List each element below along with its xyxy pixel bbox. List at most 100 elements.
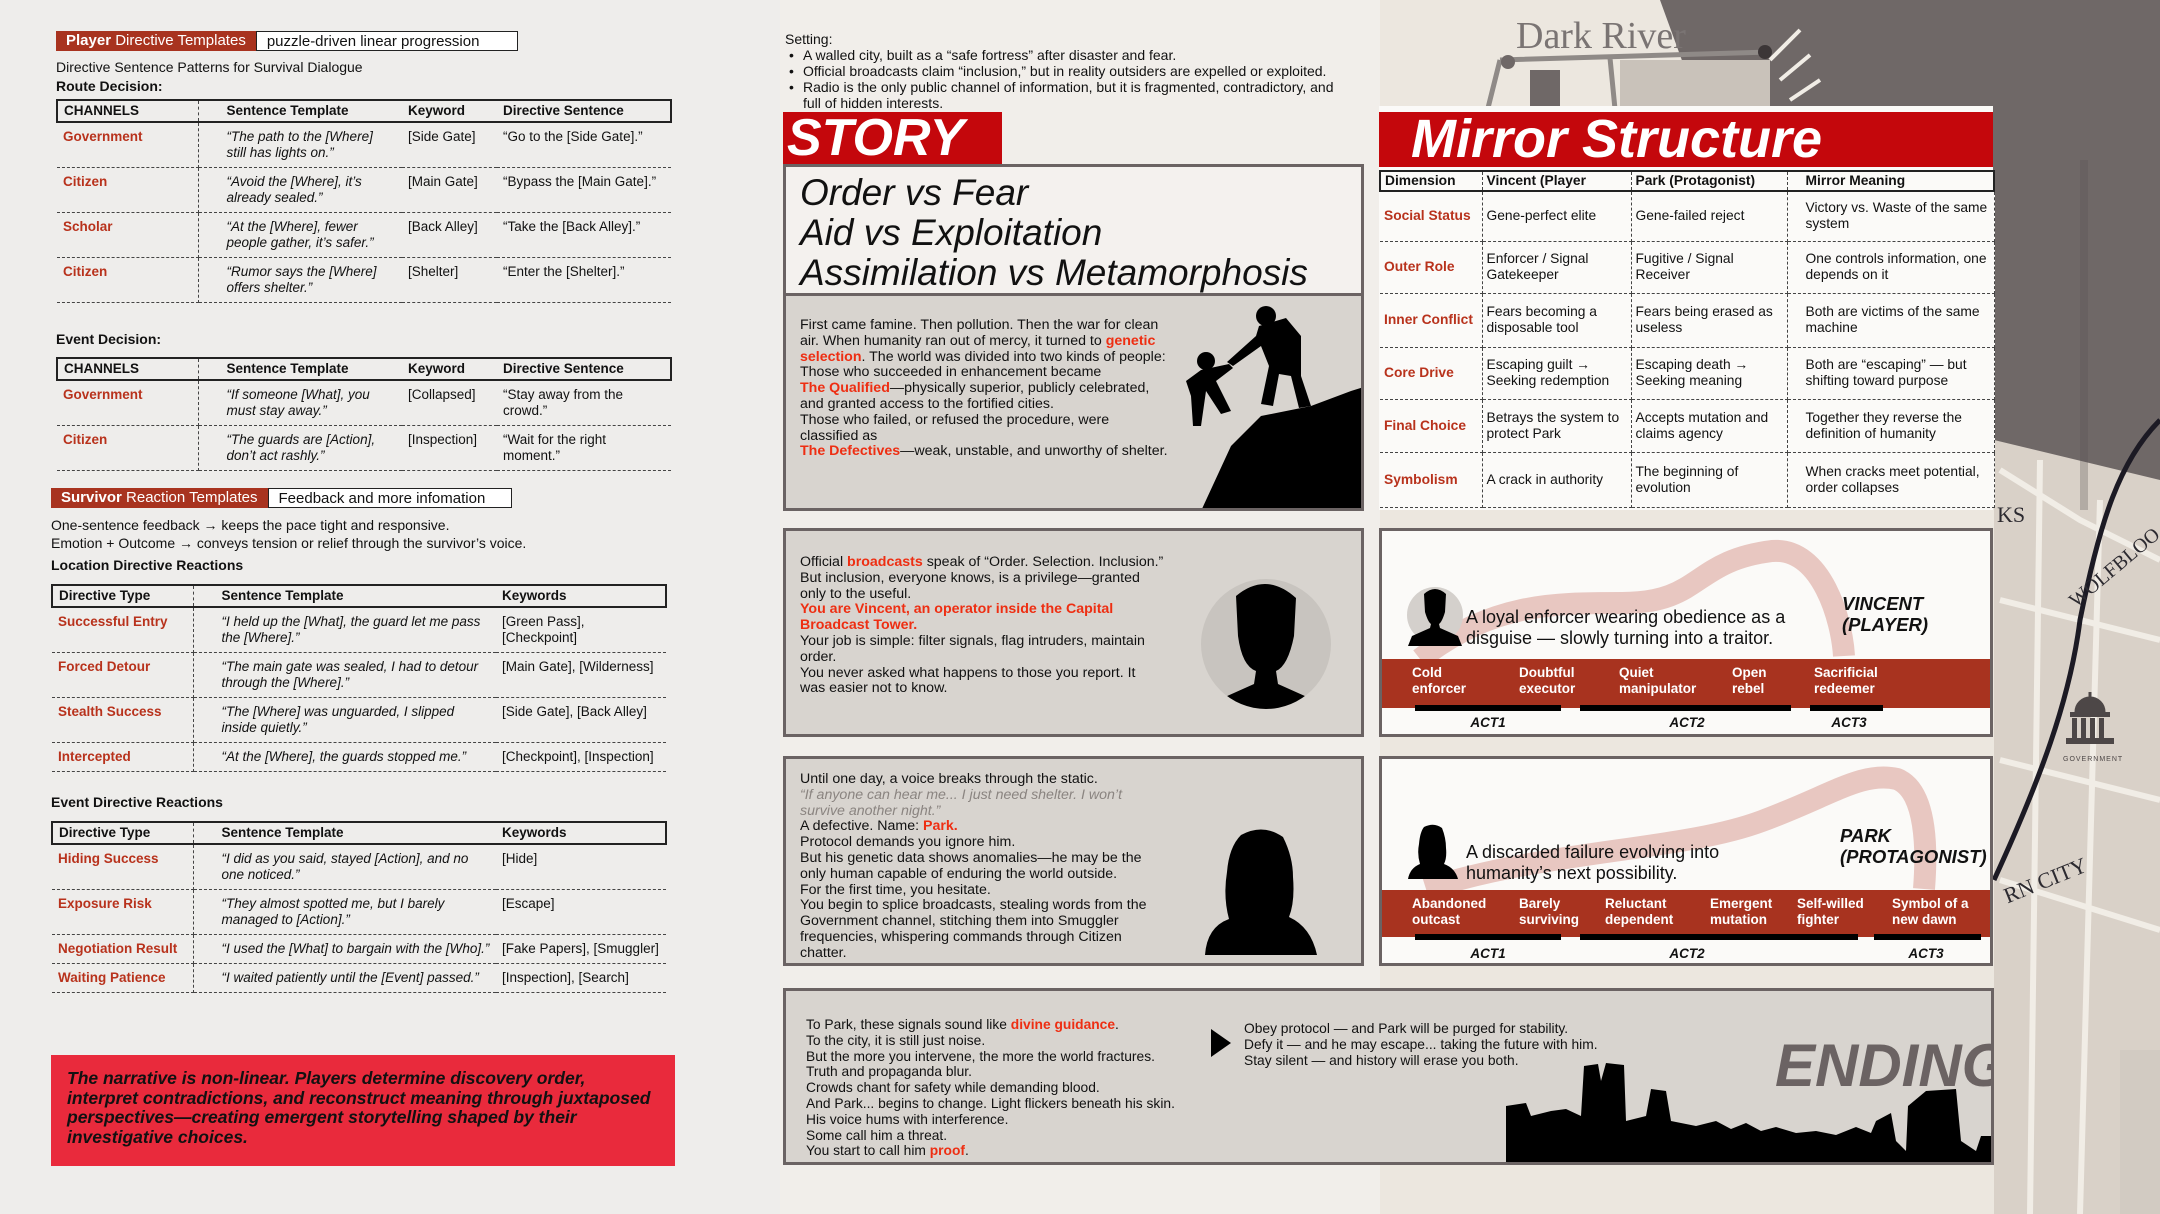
table-header-row: Directive Type Sentence Template Keywords [51,821,667,845]
map-label-government: GOVERNMENT [2063,756,2124,763]
text-line: But the more you intervene, the more the… [806,1049,1175,1065]
act-bar [1580,934,1858,940]
table-row: Forced Detour “The main gate was sealed, … [52,652,666,698]
text-line: For the first time, you hesitate. [800,881,1146,899]
text-line: Your job is simple: filter signals, flag… [800,633,1163,650]
stage-line: Cold [1412,665,1442,680]
park-arc-desc-2: humanity’s next possibility. [1466,863,1678,883]
arc-stage: Quiet manipulator [1619,665,1696,697]
survivor-line-2: Emotion + Outcome → conveys tension or r… [51,535,527,551]
text-line: To Park, these signals sound like divine… [806,1017,1175,1033]
row-label: Exposure Risk [52,889,194,935]
arc-stage: Abandoned outcast [1412,896,1486,928]
arc-stage: Open rebel [1732,665,1767,697]
stage-line: mutation [1710,912,1767,927]
table-cell: When cracks meet potential, order collap… [1787,452,1995,508]
text-line: Truth and propaganda blur. [806,1064,1175,1080]
table-cell: [Fake Papers], [Smuggler] [496,934,666,964]
stage-line: Self-willed [1797,896,1864,911]
table-cell: “At the [Where], the guards stopped me.” [193,742,496,772]
female-silhouette-icon [1408,824,1458,879]
event-decision-label: Event Decision: [56,331,162,347]
table-cell: “The guards are [Action], don’t act rash… [198,425,402,471]
table-row: Hiding Success “I did as you said, stayed… [52,844,666,890]
table-cell: [Inspection], [Search] [496,963,666,993]
header-rest: Directive Templates [111,32,246,49]
stage-line: dependent [1605,912,1674,927]
table-row: Citizen “Rumor says the [Where] offers sh… [57,257,671,303]
event-reactions-table: Directive Type Sentence Template Keywords H… [51,821,667,993]
table-cell: Escaping death → Seeking meaning [1631,347,1788,400]
table-cell: “They almost spotted me, but I barely ma… [193,889,496,935]
header-rest: Reaction Templates [121,489,258,506]
text-line: A defective. Name: Park. [800,818,1146,835]
table-row: Citizen “The guards are [Action], don’t a… [57,425,671,471]
table-cell: Both are “escaping” — but shifting towar… [1787,347,1995,400]
table-cell: [Escape] [496,889,666,935]
body-text: You start to call him [806,1143,930,1159]
table-cell: Gene-perfect elite [1482,191,1632,242]
stage-line: Barely [1519,896,1561,911]
table-cell: [Back Alley] [402,212,497,258]
map-label-ks: KS [1997,502,2026,527]
table-cell: Fears becoming a disposable tool [1482,293,1632,348]
table-cell: Victory vs. Waste of the same system [1787,191,1995,242]
table-cell: Gene-failed reject [1631,191,1788,242]
body-text: Government channel, stitching them into … [800,913,1119,930]
header-bold: Survivor [61,489,122,506]
table-header-row: CHANNELS Sentence Template Keyword Directiv… [56,357,672,381]
body-text: Until one day, a voice breaks through th… [800,771,1098,787]
body-text: was easier not to know. [800,680,948,697]
column-header: Mirror Meaning [1787,170,1995,192]
text-line: But inclusion, everyone knows, is a priv… [800,570,1163,587]
table-row: Final Choice Betrays the system to protec… [1380,399,1995,453]
text-line: But his genetic data shows anomalies—he … [800,850,1146,867]
stage-line: Doubtful [1519,665,1575,680]
act-bar [1874,934,1981,940]
body-text: and granted access to the fortified citi… [800,395,1054,412]
row-label: Forced Detour [52,652,194,698]
body-text: Official [800,554,848,570]
body-text: You begin to splice broadcasts, stealing… [800,897,1147,914]
text-line: You are Vincent, an operator inside the … [800,601,1163,618]
stage-line: enforcer [1412,681,1467,696]
table-cell: “If someone [What], you must stay away.” [198,380,402,426]
table-row: Citizen “Avoid the [Where], it’s already … [57,167,671,213]
bullet-text: Official broadcasts claim “inclusion,” b… [803,63,1327,79]
highlight-text: Park. [923,818,958,835]
table-row: Inner Conflict Fears becoming a disposabl… [1380,293,1995,348]
text-line: Until one day, a voice breaks through th… [800,771,1146,788]
park-arc-desc-1: A discarded failure evolving into [1466,842,1720,862]
text-line: Those who succeeded in enhancement becam… [800,364,1168,381]
table-cell: [Main Gate] [402,167,497,213]
table-cell: “The path to the [Where] still has light… [198,122,402,168]
body-text: . [1115,1017,1119,1032]
act-label: ACT3 [1831,715,1867,730]
story-themes: Order vs Fear Aid vs Exploitation Assimi… [783,164,1364,296]
body-text: —weak, unstable, and unworthy of shelter… [900,443,1168,460]
table-cell: [Hide] [496,844,666,890]
nonlinear-note: The narrative is non-linear. Players det… [51,1055,675,1166]
theme-line: Assimilation vs Metamorphosis [800,252,1308,293]
table-cell: “The main gate was sealed, I had to deto… [193,652,496,698]
bullet-text: A walled city, built as a “safe fortress… [803,47,1177,63]
row-label: Social Status [1380,191,1483,242]
column-header: Directive Type [51,584,194,608]
text-line: only to the useful. [800,586,1163,603]
column-header: CHANNELS [56,99,199,123]
body-text: To Park, these signals sound like [806,1017,1011,1032]
text-line: Stay silent — and history will erase you… [1244,1053,1598,1069]
body-text: For the first time, you hesitate. [800,881,991,898]
text-line: And Park... begins to change. Light flic… [806,1096,1175,1112]
act-bar [1580,705,1791,711]
row-label: Citizen [57,167,199,213]
row-label: Negotiation Result [52,934,194,964]
body-text: And Park... begins to change. Light flic… [806,1095,1175,1111]
text-line: Government channel, stitching them into … [800,913,1146,930]
column-header: Sentence Template [198,357,402,381]
table-cell: “I did as you said, stayed [Action], and… [193,844,496,890]
row-label: Government [57,122,199,168]
table-cell: “I used the [What] to bargain with the [… [193,934,496,964]
table-cell: “I waited patiently until the [Event] pa… [193,963,496,993]
route-decision-table: CHANNELS Sentence Template Keyword Directiv… [56,99,672,303]
